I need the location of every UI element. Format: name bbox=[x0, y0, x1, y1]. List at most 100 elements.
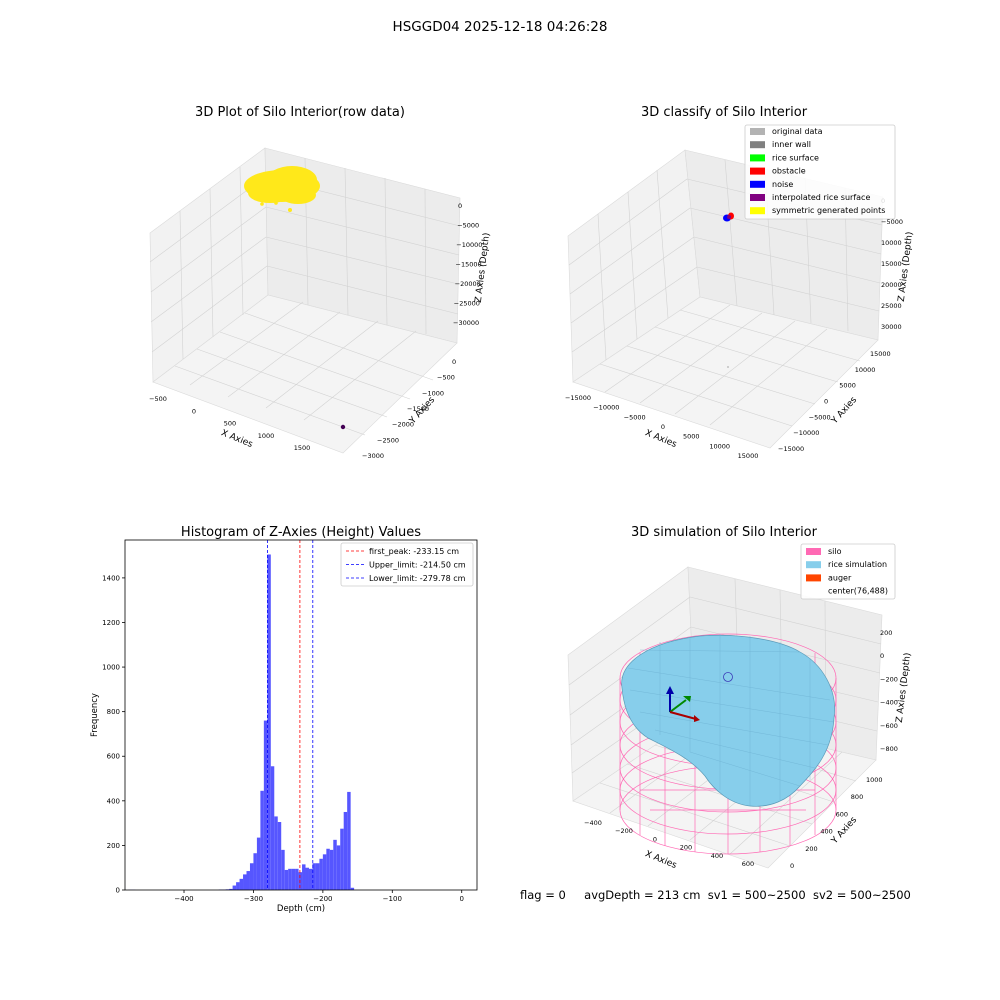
histogram-bar bbox=[329, 849, 334, 890]
histogram-bar bbox=[243, 874, 247, 890]
classify-x-tick-label: 15000 bbox=[738, 452, 759, 460]
histogram-bar bbox=[308, 868, 313, 890]
classify-3d-x-ticks: −15000−10000 −5000 0 5000 10000 15000 bbox=[565, 394, 758, 460]
classify-y-tick-label: 5000 bbox=[839, 382, 856, 390]
raw-y-tick-label: −2000 bbox=[392, 421, 414, 429]
histogram-legend: first_peak: -233.15 cm Upper_limit: -214.… bbox=[346, 547, 466, 583]
rice-surface-mesh bbox=[627, 634, 835, 806]
histogram-bar bbox=[336, 845, 341, 890]
histogram-bar bbox=[305, 867, 309, 890]
classify-legend-entry-swatch bbox=[750, 154, 765, 162]
panel-classify-3d: 3D classify of Silo Interior −15000−1000… bbox=[565, 105, 915, 460]
classify-z-tick-label: 10000 bbox=[881, 239, 902, 247]
classify-legend-entry-swatch bbox=[750, 180, 765, 188]
panel-simulation-3d: 3D simulation of Silo Interior bbox=[567, 525, 914, 871]
auger-axes-indicator bbox=[666, 686, 700, 722]
histogram-bar bbox=[284, 869, 289, 890]
histogram-bar bbox=[315, 863, 320, 890]
classify-z-tick-label: 15000 bbox=[881, 260, 902, 268]
raw-x-tick-label: 500 bbox=[224, 420, 236, 428]
classify-x-tick-label: 10000 bbox=[709, 442, 730, 450]
histogram-bar bbox=[340, 828, 344, 890]
classify-y-tick-label: −10000 bbox=[793, 429, 819, 437]
raw-3d-y-ticks: 0 −500 −1000 −1500 −2000 −2500 −3000 bbox=[362, 358, 456, 460]
classify-legend-entry-swatch bbox=[750, 207, 765, 215]
status-sv1: sv1 = 500~2500 bbox=[707, 888, 806, 902]
simulation-x-tick-label: 400 bbox=[711, 852, 723, 860]
simulation-3d-x-label: X Axies bbox=[643, 849, 678, 871]
raw-z-tick-label: −25000 bbox=[454, 300, 480, 308]
simulation-3d-y-ticks: 0 200 400 600 800 1000 bbox=[790, 776, 883, 870]
histogram-bar bbox=[291, 868, 296, 890]
raw-z-tick-label: −20000 bbox=[455, 280, 481, 288]
raw-x-tick-label: 1500 bbox=[294, 444, 311, 452]
simulation-y-tick-label: 1000 bbox=[866, 776, 883, 784]
classify-legend-entry-label: noise bbox=[772, 180, 793, 189]
classify-x-tick-label: −10000 bbox=[593, 404, 619, 412]
classify-legend-box bbox=[744, 124, 896, 220]
histogram-bar bbox=[232, 885, 237, 890]
simulation-y-tick-label: 0 bbox=[790, 862, 794, 870]
histogram-legend-label: Upper_limit: -214.50 cm bbox=[369, 561, 466, 570]
histogram-lines bbox=[267, 540, 314, 890]
histogram-x-tick-label: 0 bbox=[459, 895, 463, 903]
simulation-3d-z-label: Z Axies (Depth) bbox=[895, 652, 914, 723]
status-sv2: sv2 = 500~2500 bbox=[812, 888, 911, 902]
classify-z-tick-label: 30000 bbox=[881, 323, 902, 331]
classify-y-tick-label: −5000 bbox=[809, 413, 831, 421]
raw-x-tick-label: 1000 bbox=[258, 432, 275, 440]
panel-raw-3d: 3D Plot of Silo Interior(row data) −5 bbox=[149, 105, 492, 460]
histogram-y-tick-label: 1400 bbox=[102, 574, 120, 582]
simulation-y-tick-label: 800 bbox=[851, 793, 863, 801]
classify-legend-entry-label: obstacle bbox=[772, 167, 806, 176]
histogram-bar bbox=[236, 882, 240, 890]
histogram-bar bbox=[288, 868, 292, 890]
classify-z-tick-label: 20000 bbox=[881, 281, 902, 289]
raw-x-tick-label: 0 bbox=[192, 407, 196, 415]
classify-legend-entry-label: interpolated rice surface bbox=[772, 193, 870, 202]
classify-3d-title: 3D classify of Silo Interior bbox=[641, 105, 808, 120]
histogram-bars bbox=[128, 554, 355, 890]
histogram-bar bbox=[229, 888, 233, 890]
classify-x-tick-label: 0 bbox=[661, 423, 665, 431]
histogram-x-tick-label: −300 bbox=[244, 895, 263, 903]
histogram-frame bbox=[124, 539, 478, 891]
histogram-y-tick-label: 200 bbox=[107, 842, 120, 850]
simulation-legend-entry-swatch bbox=[806, 574, 821, 582]
raw-z-tick-label: 0 bbox=[458, 202, 462, 210]
simulation-legend: silo rice simulation auger center(76,488) bbox=[806, 547, 888, 596]
simulation-x-tick-label: 0 bbox=[653, 835, 657, 843]
simulation-legend-entry-label: auger bbox=[828, 573, 852, 582]
simulation-z-tick-label: 200 bbox=[880, 629, 892, 637]
classify-x-tick-label: −5000 bbox=[624, 413, 646, 421]
simulation-legend-entry-swatch bbox=[806, 561, 821, 569]
classify-3d-y-ticks: 15000 10000 5000 0 −5000 −10000 −15000 bbox=[778, 350, 891, 453]
histogram-x-tick-label: −200 bbox=[313, 895, 332, 903]
simulation-z-tick-label: −400 bbox=[880, 699, 898, 707]
histogram-y-tick-label: 800 bbox=[107, 708, 120, 716]
simulation-3d-z-ticks: 200 0 −200 −400 −600 −800 bbox=[880, 629, 898, 753]
histogram-legend-box bbox=[340, 542, 474, 587]
histogram-bar bbox=[322, 854, 327, 890]
simulation-legend-entry-swatch bbox=[806, 548, 821, 555]
panel-histogram: Histogram of Z-Axies (Height) Values −40… bbox=[90, 525, 478, 914]
histogram-bar bbox=[319, 858, 323, 890]
simulation-3d-y-label: Y Axies bbox=[829, 815, 859, 847]
simulation-3d-x-ticks: −400 −200 0 200 400 600 bbox=[584, 819, 754, 868]
raw-3d-title: 3D Plot of Silo Interior(row data) bbox=[195, 105, 405, 120]
classify-3d-y-label: Y Axies bbox=[829, 395, 859, 427]
classify-legend-entry-label: original data bbox=[772, 127, 823, 136]
raw-3d-z-ticks: 0 −5000 −10000 −15000 −20000 −25000 −30000 bbox=[453, 202, 482, 327]
histogram-bar bbox=[326, 848, 330, 890]
raw-y-tick-label: −2500 bbox=[377, 436, 399, 444]
raw-z-tick-label: −5000 bbox=[457, 222, 479, 230]
simulation-z-tick-label: −200 bbox=[880, 675, 898, 683]
histogram-bar bbox=[256, 837, 261, 890]
histogram-bar bbox=[249, 863, 254, 890]
histogram-y-tick-label: 0 bbox=[116, 887, 120, 895]
raw-y-tick-label: 0 bbox=[452, 358, 456, 366]
histogram-x-ticks: −400 −300 −200 −100 0 bbox=[174, 890, 464, 903]
histogram-bar bbox=[347, 791, 351, 890]
classify-x-tick-label: 5000 bbox=[683, 433, 700, 441]
